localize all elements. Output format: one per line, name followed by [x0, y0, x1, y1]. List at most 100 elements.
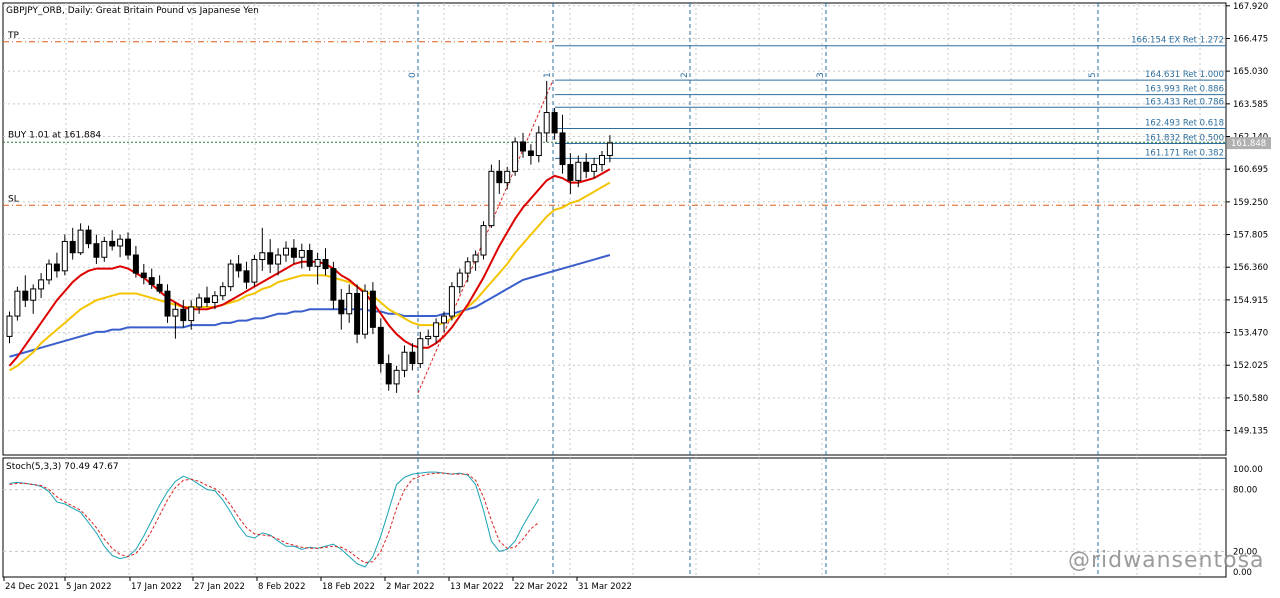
candle-bull: [456, 272, 463, 288]
date-axis-label: 8 Feb 2022: [258, 582, 306, 592]
candle-bull: [172, 308, 179, 317]
candle-bull: [219, 286, 226, 297]
price-panel[interactable]: [2, 2, 1227, 456]
candle-bull: [227, 263, 234, 288]
trade-levels: TP SL BUY 1.01 at 161.884: [3, 31, 1226, 206]
candle-bull: [346, 292, 353, 315]
price-axis-label: 160.695: [1233, 165, 1268, 175]
candle-bear: [496, 170, 503, 184]
candle-bull: [591, 164, 598, 172]
candle-bear: [330, 268, 337, 301]
candle-bear: [520, 141, 526, 152]
candle-bear: [290, 247, 297, 258]
candle-bear: [93, 243, 100, 258]
candle-bull: [448, 286, 455, 317]
price-axis-label: 163.585: [1233, 100, 1268, 110]
candle-bull: [512, 141, 519, 172]
candle-bull: [441, 315, 447, 324]
candle-bear: [385, 363, 392, 385]
candle-bear: [338, 299, 345, 315]
fib-level-label: 166.154 EX Ret 1.272: [1131, 36, 1224, 46]
candle-bull: [101, 240, 108, 258]
candle-bull: [251, 259, 258, 283]
stoch-panel[interactable]: [2, 457, 1227, 578]
date-axis-label: 5 Jan 2022: [66, 582, 112, 592]
date-axis-label: 2 Mar 2022: [386, 582, 434, 592]
fib-time-label: 1: [543, 72, 553, 78]
date-axis-label: 24 Dec 2021: [5, 582, 59, 592]
candle-bull: [46, 263, 52, 281]
fib-level-label: 161.171 Ret 0.382: [1145, 148, 1224, 158]
fibonacci-tool[interactable]: 0 1 2 3 5 166.154 EX Ret 1.272 164.631 Ret 1.0…: [408, 3, 1226, 577]
fib-time-label: 3: [816, 72, 826, 78]
candle-bull: [472, 254, 479, 263]
candle-bear: [22, 290, 29, 301]
watermark: @ridwansentosa: [1068, 548, 1265, 573]
price-axis-label: 166.475: [1233, 34, 1268, 44]
candle-bear: [125, 238, 131, 256]
candle-bear: [243, 270, 250, 283]
candle-bear: [164, 290, 171, 317]
candle-bull: [362, 290, 368, 335]
candle-bull: [117, 238, 124, 247]
price-axis-label: 149.135: [1233, 427, 1268, 437]
candle-bull: [401, 351, 408, 371]
stoch-label: Stoch(5,3,3) 70.49 47.67: [6, 462, 119, 472]
fib-time-label: 2: [680, 72, 690, 78]
candle-bull: [275, 254, 282, 265]
date-axis-label: 27 Jan 2022: [194, 582, 245, 592]
date-axis-label: 31 Mar 2022: [578, 582, 632, 592]
price-axis-label: 154.915: [1233, 296, 1268, 306]
candle-bear: [306, 249, 313, 267]
candle-bull: [464, 261, 471, 274]
candle-bear: [369, 290, 376, 328]
candle-bull: [488, 170, 495, 227]
candle-bear: [567, 164, 574, 181]
price-axis-label: 150.580: [1233, 394, 1268, 404]
candle-bull: [14, 290, 21, 317]
candle-bull: [6, 315, 13, 337]
candle-bear: [377, 326, 384, 365]
fib-level-label: 161.832 Ret 0.500: [1145, 133, 1224, 143]
tp-label: TP: [7, 31, 19, 41]
candle-bull: [575, 161, 582, 181]
fib-level-label: 163.433 Ret 0.786: [1145, 97, 1224, 107]
fib-level-label: 162.493 Ret 0.618: [1145, 119, 1224, 129]
stoch-axis-label: 100.00: [1233, 465, 1263, 475]
price-axis-label: 152.025: [1233, 361, 1268, 371]
candle-bull: [606, 142, 613, 157]
current-price-box: [1227, 137, 1271, 150]
candle-bear: [354, 292, 361, 335]
stoch-signal-line: [9, 472, 540, 564]
chart-title: GBPJPY_ORB, Daily: Great Britain Pound v…: [6, 6, 259, 16]
buy-label: BUY 1.01 at 161.884: [8, 130, 101, 140]
candle-bull: [543, 112, 550, 134]
candle-bear: [180, 308, 187, 322]
candle-bull: [298, 249, 305, 258]
candle-bear: [148, 277, 155, 285]
candle-bull: [61, 240, 68, 272]
stoch-axis-label: 80.00: [1233, 486, 1257, 496]
current-price-label: 161.848: [1231, 139, 1266, 149]
candle-bear: [322, 259, 329, 270]
candle-bull: [188, 306, 195, 322]
price-axis-label: 153.470: [1233, 329, 1268, 339]
date-axis-label: 22 Mar 2022: [514, 582, 568, 592]
stoch-axis-label: 0.00: [1233, 568, 1252, 578]
candle-bear: [53, 263, 60, 272]
candle-bull: [599, 155, 605, 166]
candle-bull: [283, 247, 289, 256]
price-axis-label: 156.360: [1233, 263, 1268, 273]
ma-mid-line: [9, 181, 611, 372]
candle-bull: [77, 229, 84, 254]
candle-bull: [314, 259, 321, 267]
date-axis-label: 17 Jan 2022: [131, 582, 182, 592]
candle-bear: [140, 272, 147, 279]
candle-bear: [204, 297, 210, 303]
price-axis-label: 165.030: [1233, 67, 1268, 77]
grid: [3, 3, 1226, 577]
candlesticks: [6, 80, 613, 393]
price-axis-label: 157.805: [1233, 231, 1268, 241]
candle-bear: [69, 240, 76, 254]
